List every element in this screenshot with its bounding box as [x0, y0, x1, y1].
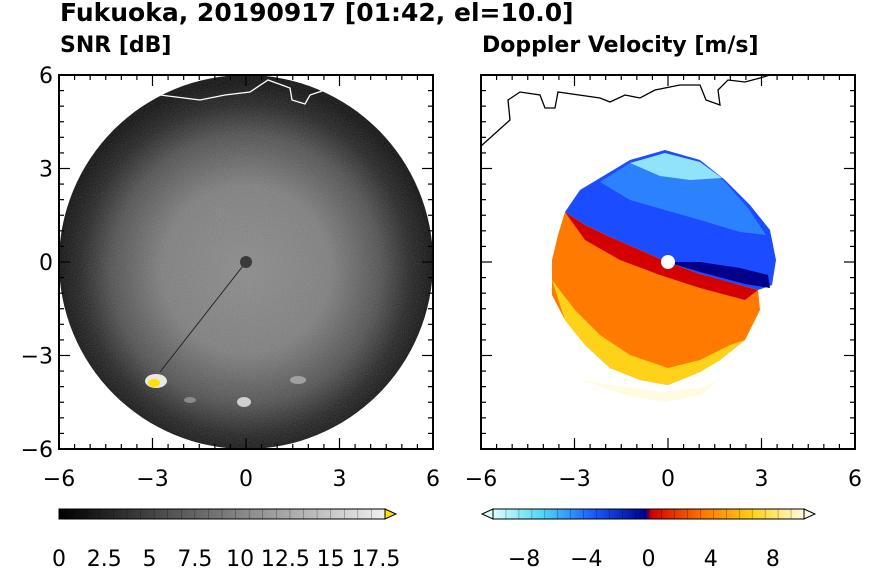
snr-y-tick-label: 6: [39, 64, 53, 89]
doppler-colorbar-tick-label: −8: [508, 547, 540, 570]
doppler-x-tick-label: 0: [661, 467, 675, 492]
snr-colorbar-tick-label: 17.5: [351, 547, 400, 570]
snr-y-tick-label: −3: [21, 345, 53, 370]
doppler-colorbar-tick-label: 8: [766, 547, 780, 570]
snr-ticks: [58, 74, 434, 450]
doppler-colorbar-tick-labels: −8 −4 0 4 8: [505, 509, 792, 570]
snr-x-tick-label: 6: [426, 467, 440, 492]
snr-colorbar-tick-label: 10: [226, 547, 254, 570]
doppler-panel-subtitle: Doppler Velocity [m/s]: [482, 33, 759, 58]
snr-colorbar: 0 2.5 5 7.5 10 12.5 15 17.5: [52, 508, 400, 570]
doppler-colorbar: −8 −4 0 4 8: [480, 508, 817, 570]
snr-colorbar-tick-label: 7.5: [177, 547, 212, 570]
doppler-ticks: [480, 74, 856, 450]
snr-colorbar-tick-label: 2.5: [87, 547, 122, 570]
snr-panel-subtitle: SNR [dB]: [60, 33, 172, 58]
snr-x-tick-label: 3: [333, 467, 347, 492]
doppler-radar-site: [661, 255, 675, 269]
snr-radar-site: [240, 256, 252, 268]
doppler-x-tick-label: −3: [558, 467, 590, 492]
doppler-positive-outer: [552, 280, 745, 385]
snr-y-tick-label: −6: [21, 438, 53, 463]
snr-colorbar-tick-labels: 0 2.5 5 7.5 10 12.5 15 17.5: [52, 509, 400, 570]
snr-clutter-southwest: [184, 397, 196, 403]
snr-overflow-spot: [148, 379, 160, 387]
snr-coastline: [159, 79, 341, 105]
snr-y-tick-label: 0: [39, 251, 53, 276]
doppler-x-tick-label: −6: [465, 467, 497, 492]
snr-y-tick-label: 3: [39, 158, 53, 183]
snr-blocked-beam: [159, 261, 247, 373]
doppler-colorbar-under-arrow: [480, 508, 494, 520]
snr-y-tick-labels: 6 3 0 −3 −6: [21, 64, 53, 463]
snr-colorbar-tick-label: 0: [52, 547, 66, 570]
doppler-negative-mid: [600, 153, 766, 235]
doppler-positive-core: [565, 212, 758, 300]
doppler-colorbar-over-arrow: [803, 508, 817, 520]
doppler-colorbar-tick-label: 0: [642, 547, 656, 570]
doppler-negative-outer: [630, 153, 722, 180]
snr-clutter-southeast: [290, 376, 306, 384]
doppler-colorbar-tick-label: −4: [570, 547, 602, 570]
snr-clutter-south: [237, 397, 251, 407]
doppler-positive-fringe: [580, 380, 720, 402]
figure-title: Fukuoka, 20190917 [01:42, el=10.0]: [60, 0, 574, 27]
snr-x-tick-label: −6: [43, 467, 75, 492]
snr-x-tick-labels: −6 −3 0 3 6: [43, 467, 440, 492]
doppler-negative-core: [667, 262, 770, 288]
doppler-coastline: [481, 75, 771, 147]
snr-colorbar-tick-label: 15: [317, 547, 345, 570]
snr-colorbar-tick-label: 5: [143, 547, 157, 570]
doppler-panel: −6 −3 0 3 6: [465, 74, 862, 492]
snr-x-tick-label: −3: [136, 467, 168, 492]
snr-x-tick-label: 0: [239, 467, 253, 492]
snr-colorbar-tick-label: 12.5: [261, 547, 310, 570]
snr-panel: 6 3 0 −3 −6 −6 −3 0 3 6: [21, 64, 440, 492]
doppler-colorbar-tick-label: 4: [704, 547, 718, 570]
doppler-x-tick-label: 3: [755, 467, 769, 492]
snr-colorbar-overflow-arrow: [384, 508, 398, 520]
doppler-x-tick-labels: −6 −3 0 3 6: [465, 467, 862, 492]
doppler-x-tick-label: 6: [848, 467, 862, 492]
